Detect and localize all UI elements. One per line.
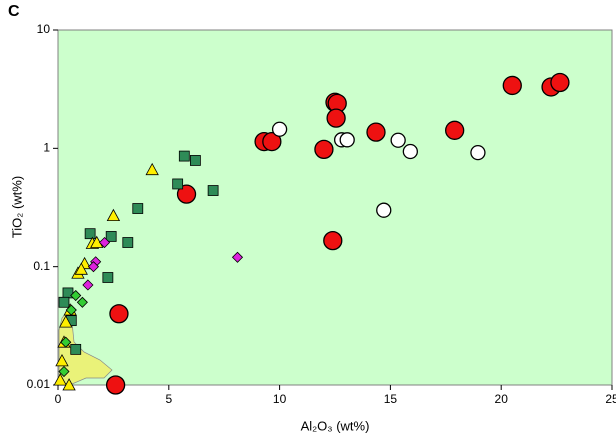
y-tick-label: 0.1 xyxy=(33,259,50,273)
data-point xyxy=(178,150,190,162)
data-point xyxy=(58,365,70,378)
data-point xyxy=(323,230,343,251)
data-point xyxy=(122,237,134,248)
data-point xyxy=(62,378,76,391)
data-point xyxy=(262,131,282,152)
y-tick-label: 10 xyxy=(37,22,51,36)
y-tick-label: 1 xyxy=(43,141,50,155)
data-point xyxy=(445,120,465,140)
data-point xyxy=(231,251,244,263)
data-point xyxy=(390,132,406,148)
data-point xyxy=(109,304,129,324)
data-point xyxy=(105,231,117,242)
data-point xyxy=(65,304,77,316)
y-axis-label: TiO₂ (wt%) xyxy=(9,176,24,238)
data-point xyxy=(98,236,111,249)
data-point xyxy=(82,279,94,291)
x-tick-label: 10 xyxy=(273,392,287,406)
data-point xyxy=(207,185,219,196)
data-point xyxy=(366,122,386,142)
data-point xyxy=(271,121,288,137)
data-point xyxy=(58,296,70,308)
data-point xyxy=(326,108,346,128)
data-point xyxy=(84,228,96,240)
data-point xyxy=(132,203,144,214)
data-point xyxy=(376,202,392,218)
data-point xyxy=(74,262,88,275)
data-point xyxy=(176,184,197,204)
data-point xyxy=(339,132,355,148)
data-point xyxy=(402,143,418,160)
data-point xyxy=(60,336,72,348)
data-point xyxy=(145,162,159,176)
data-point xyxy=(314,139,334,160)
data-point xyxy=(70,289,82,302)
data-point xyxy=(470,144,486,161)
x-tick-label: 15 xyxy=(384,392,398,406)
data-point xyxy=(172,178,184,190)
x-tick-label: 5 xyxy=(165,392,172,406)
data-point xyxy=(87,261,100,273)
y-tick-label: 0.01 xyxy=(27,377,51,391)
data-point xyxy=(59,315,73,328)
x-tick-label: 0 xyxy=(55,392,62,406)
data-point xyxy=(55,354,69,367)
x-axis-label: Al₂O₃ (wt%) xyxy=(301,418,370,433)
data-point xyxy=(70,343,82,355)
data-point xyxy=(102,272,114,283)
data-point xyxy=(106,208,121,222)
data-point xyxy=(53,373,67,386)
data-point xyxy=(550,72,570,93)
panel-label: C xyxy=(8,3,20,20)
data-point xyxy=(502,75,522,96)
x-tick-label: 25 xyxy=(605,392,616,406)
data-point xyxy=(105,375,126,395)
data-point xyxy=(189,155,201,166)
data-point xyxy=(76,296,88,308)
x-tick-label: 20 xyxy=(495,392,509,406)
